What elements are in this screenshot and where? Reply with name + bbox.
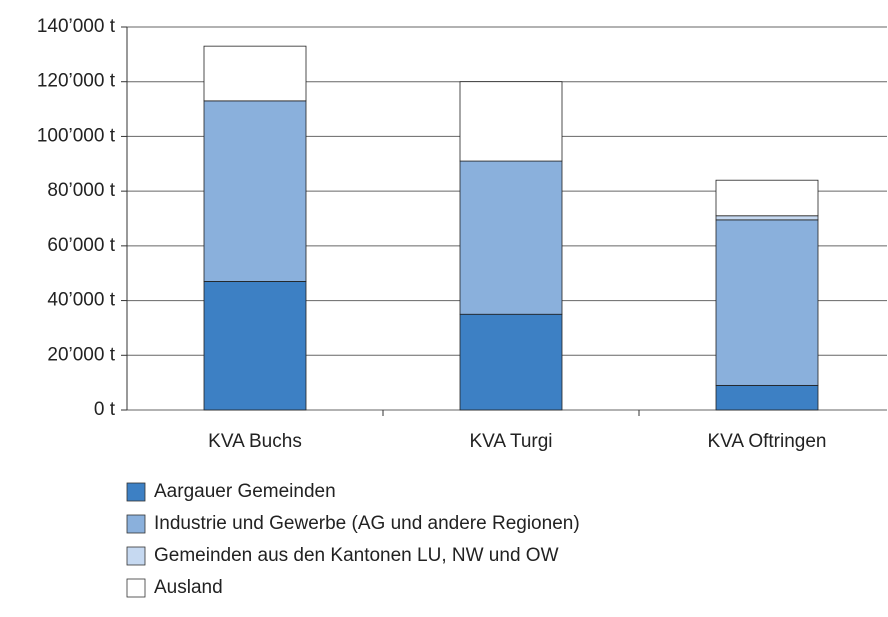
bar-segment	[459, 313, 563, 411]
y-tick-label: 0 t	[94, 399, 116, 420]
bar-segment	[715, 384, 819, 411]
bar-segment	[459, 160, 563, 315]
legend-label: Industrie und Gewerbe (AG und andere Reg…	[154, 513, 580, 534]
legend-label: Ausland	[154, 577, 223, 598]
legend-swatch	[126, 578, 146, 598]
x-tick-label: KVA Buchs	[208, 431, 302, 452]
bar-segment	[203, 100, 307, 282]
legend-swatch	[126, 482, 146, 502]
legend-label: Gemeinden aus den Kantonen LU, NW und OW	[154, 545, 559, 566]
x-tick-label: KVA Turgi	[469, 431, 552, 452]
bar-segment	[203, 281, 307, 411]
bar-segment	[715, 219, 819, 386]
y-tick-label: 80’000 t	[47, 180, 115, 201]
y-tick-label: 40’000 t	[47, 290, 115, 311]
legend-swatch	[126, 546, 146, 566]
y-tick-label: 60’000 t	[47, 235, 115, 256]
y-tick-label: 120’000 t	[37, 71, 116, 92]
bar-segment	[715, 215, 819, 221]
y-tick-label: 140’000 t	[37, 16, 116, 37]
bar-segment	[715, 179, 819, 217]
bar-segment	[203, 45, 307, 102]
legend-label: Aargauer Gemeinden	[154, 481, 336, 502]
bar-segment	[459, 81, 563, 162]
y-tick-label: 20’000 t	[47, 344, 115, 365]
x-tick-label: KVA Oftringen	[708, 431, 827, 452]
y-tick-label: 100’000 t	[37, 125, 116, 146]
legend-swatch	[126, 514, 146, 534]
